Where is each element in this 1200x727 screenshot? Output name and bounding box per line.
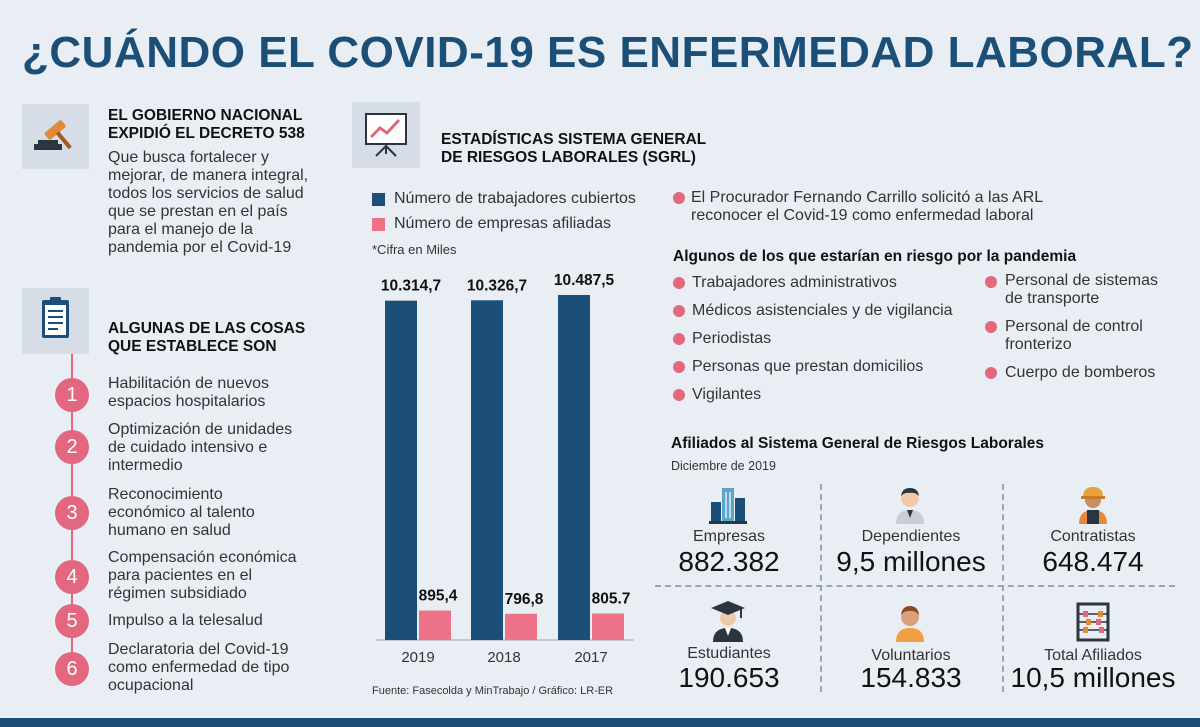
grid-divider — [655, 585, 1175, 587]
step-number: 6 — [55, 652, 89, 686]
risk-heading: Algunos de los que estarían en riesgo po… — [673, 248, 1077, 265]
step-text: Reconocimiento económico al talento humano… — [108, 486, 255, 539]
risk-bullet — [985, 367, 997, 379]
grid-divider — [820, 484, 822, 692]
chart-source: Fuente: Fasecolda y MinTrabajo / Gráfico… — [372, 685, 614, 697]
x-tick-label: 2019 — [401, 649, 434, 666]
stat-value: 9,5 millones — [836, 546, 986, 577]
grid-divider — [1002, 484, 1004, 692]
stat-label: Total Afiliados — [1044, 647, 1142, 664]
establishes-heading: ALGUNAS DE LAS COSAS QUE ESTABLECE SON — [108, 320, 306, 355]
risk-item: Periodistas — [692, 330, 772, 347]
bar-chart: 10.314,7 895,4 2019 10.326,7 796,8 2018 10.487… — [376, 272, 634, 666]
stat-label: Voluntarios — [871, 647, 951, 664]
bar-workers — [385, 300, 417, 640]
risk-item: Cuerpo de bomberos — [1005, 364, 1156, 381]
abacus-icon — [1076, 602, 1110, 642]
bar-companies — [419, 610, 451, 640]
stat-value: 648.474 — [1042, 546, 1144, 577]
stat-value: 154.833 — [860, 662, 962, 693]
risk-item: Personal de sistemas de transporte — [1005, 272, 1158, 307]
bar-companies — [505, 613, 537, 640]
step-text: Habilitación de nuevos espacios hospitala… — [108, 375, 269, 410]
bar-label-workers: 10.487,5 — [554, 272, 615, 289]
legend-label-companies: Número de empresas afiliadas — [394, 215, 611, 232]
risk-bullet — [673, 333, 685, 345]
risk-bullet — [673, 389, 685, 401]
bar-label-companies: 805.7 — [592, 590, 631, 607]
gavel-icon — [34, 120, 72, 150]
stat-label: Estudiantes — [687, 645, 771, 662]
legend-swatch-companies — [372, 218, 385, 231]
presentation-chart-icon — [365, 113, 407, 157]
bar-label-companies: 895,4 — [419, 588, 458, 605]
affiliates-heading: Afiliados al Sistema General de Riesgos … — [671, 435, 1044, 452]
risk-bullet — [673, 305, 685, 317]
step-text: Optimización de unidades de cuidado inten… — [108, 421, 293, 474]
stat-label: Contratistas — [1050, 528, 1136, 545]
decree-icon-box — [22, 104, 89, 169]
graduate-icon — [711, 601, 745, 642]
clipboard-icon — [42, 297, 69, 338]
chart-note: *Cifra en Miles — [372, 242, 457, 257]
decree-heading: EL GOBIERNO NACIONAL EXPIDIÓ EL DECRETO … — [108, 107, 305, 142]
risk-item: Vigilantes — [692, 386, 762, 403]
risk-bullet — [985, 321, 997, 333]
establishes-icon-box — [22, 288, 89, 354]
employee-icon — [896, 488, 924, 524]
bar-label-workers: 10.326,7 — [467, 277, 527, 294]
volunteer-icon — [896, 606, 924, 642]
stat-value: 882.382 — [678, 546, 780, 577]
risk-item: Personas que prestan domicilios — [692, 358, 924, 375]
risk-bullet — [673, 361, 685, 373]
legend-label-workers: Número de trabajadores cubiertos — [394, 190, 636, 207]
sgrl-icon-box — [352, 102, 420, 168]
step-number: 5 — [55, 604, 89, 638]
decree-body: Que busca fortalecer y mejorar, de maner… — [108, 149, 309, 256]
stat-label: Dependientes — [861, 528, 961, 545]
stat-value: 10,5 millones — [1010, 662, 1176, 693]
step-number: 4 — [55, 560, 89, 594]
step-number: 1 — [55, 378, 89, 412]
risk-item: Médicos asistenciales y de vigilancia — [692, 302, 953, 319]
risk-bullet — [985, 276, 997, 288]
page-title: ¿CUÁNDO EL COVID-19 ES ENFERMEDAD LABORA… — [22, 28, 1194, 77]
risk-item: Trabajadores administrativos — [692, 274, 897, 291]
step-number: 3 — [55, 496, 89, 530]
procurador-bullet — [673, 192, 685, 204]
step-text: Declaratoria del Covid-19 como enfermedad… — [108, 641, 290, 694]
x-tick-label: 2018 — [487, 649, 520, 666]
step-text: Compensación económica para pacientes en … — [108, 549, 297, 602]
risk-bullet — [673, 277, 685, 289]
sgrl-heading: ESTADÍSTICAS SISTEMA GENERAL DE RIESGOS … — [441, 131, 707, 166]
bar-label-companies: 796,8 — [505, 591, 544, 608]
legend-swatch-workers — [372, 193, 385, 206]
affiliates-date: Diciembre de 2019 — [671, 459, 776, 473]
step-text: Impulso a la telesalud — [108, 612, 263, 629]
x-tick-label: 2017 — [574, 649, 607, 666]
procurador-text: El Procurador Fernando Carrillo solicitó… — [691, 189, 1044, 224]
footer-bar — [0, 718, 1200, 727]
bar-companies — [592, 613, 624, 640]
buildings-icon — [709, 488, 747, 524]
bar-label-workers: 10.314,7 — [381, 278, 441, 295]
step-number: 2 — [55, 430, 89, 464]
construction-worker-icon — [1079, 487, 1107, 524]
stat-label: Empresas — [692, 528, 766, 545]
stat-value: 190.653 — [678, 662, 780, 693]
bar-workers — [558, 295, 590, 640]
bar-workers — [471, 300, 503, 640]
risk-item: Personal de control fronterizo — [1005, 318, 1143, 353]
